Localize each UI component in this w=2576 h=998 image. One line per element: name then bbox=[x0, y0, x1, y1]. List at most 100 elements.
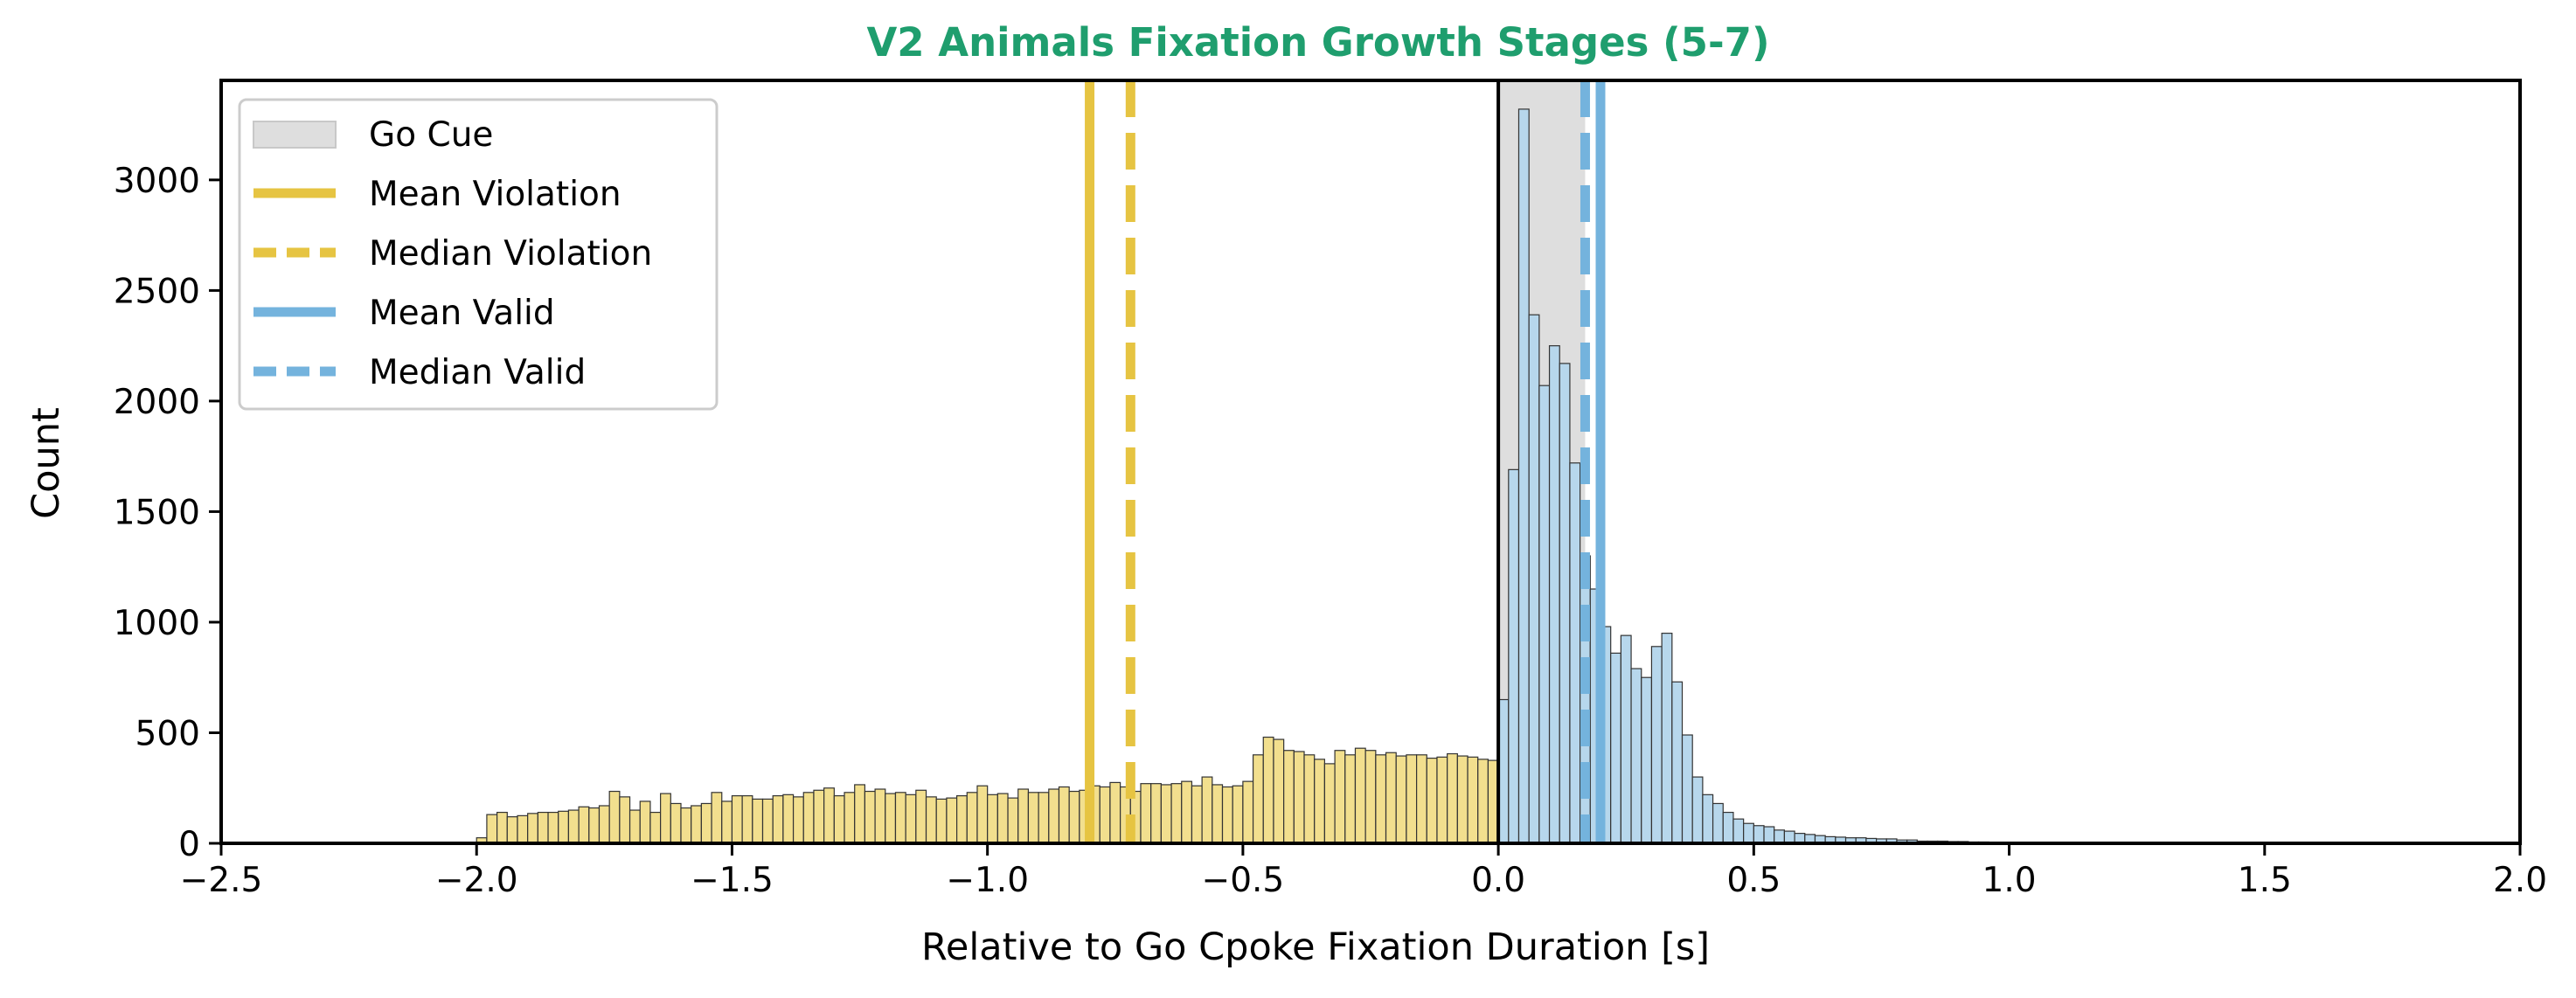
y-tick-label: 500 bbox=[135, 714, 200, 753]
legend-label: Median Violation bbox=[369, 234, 652, 274]
histogram-bar-violation bbox=[578, 806, 590, 844]
histogram-bar-violation bbox=[782, 794, 795, 844]
histogram-bar-violation bbox=[987, 794, 998, 844]
histogram-bar-violation bbox=[1334, 750, 1346, 844]
histogram-bar-violation bbox=[955, 794, 968, 844]
legend-label: Median Valid bbox=[369, 353, 586, 392]
histogram-bar-violation bbox=[792, 796, 804, 844]
histogram-bar-violation bbox=[711, 792, 723, 844]
histogram-bar-violation bbox=[567, 809, 580, 844]
histogram-bar-violation bbox=[1058, 786, 1070, 844]
histogram-bar-violation bbox=[1406, 754, 1418, 844]
x-tick-label: −1.0 bbox=[946, 861, 1029, 900]
histogram-bar-valid bbox=[1508, 468, 1520, 844]
histogram-bar-violation bbox=[1191, 785, 1203, 844]
histogram-bar-violation bbox=[1048, 788, 1060, 844]
histogram-bar-valid bbox=[1743, 822, 1754, 844]
y-axis-label: Count bbox=[24, 407, 68, 519]
histogram-bar-violation bbox=[1221, 786, 1233, 844]
histogram-bar-valid bbox=[1610, 652, 1621, 844]
histogram-bar-valid bbox=[1681, 734, 1693, 844]
histogram-bar-violation bbox=[894, 792, 906, 844]
histogram-bar-violation bbox=[1303, 754, 1316, 844]
histogram-bar-violation bbox=[1160, 784, 1172, 844]
legend-label: Go Cue bbox=[369, 115, 493, 155]
y-tick-label: 3000 bbox=[114, 162, 200, 201]
histogram-bar-violation bbox=[854, 784, 866, 844]
histogram-bar-violation bbox=[628, 809, 641, 844]
histogram-bar-violation bbox=[1242, 780, 1254, 844]
histogram-bar-violation bbox=[517, 814, 529, 844]
x-tick-label: 0.0 bbox=[1471, 861, 1525, 900]
histogram-bar-violation bbox=[1283, 750, 1295, 844]
histogram-bar-valid bbox=[1691, 776, 1704, 844]
histogram-bar-violation bbox=[1007, 797, 1019, 844]
x-tick-label: −2.0 bbox=[435, 861, 518, 900]
histogram-bar-violation bbox=[966, 792, 978, 844]
histogram-bar-violation bbox=[885, 793, 897, 844]
histogram-bar-violation bbox=[547, 811, 559, 844]
histogram-bar-violation bbox=[761, 798, 774, 844]
histogram-bar-violation bbox=[1456, 755, 1469, 844]
histogram-bar-valid bbox=[1548, 345, 1560, 844]
histogram-bar-violation bbox=[1426, 757, 1438, 844]
histogram-bar-valid bbox=[1702, 794, 1714, 844]
histogram-bar-violation bbox=[752, 798, 764, 844]
x-axis-label: Relative to Go Cpoke Fixation Duration [… bbox=[921, 925, 1710, 969]
histogram-bar-violation bbox=[496, 811, 508, 844]
histogram-bar-violation bbox=[1415, 754, 1427, 844]
histogram-bar-violation bbox=[1375, 754, 1387, 844]
legend-box bbox=[238, 98, 719, 411]
x-tick-label: 1.0 bbox=[1982, 861, 2037, 900]
histogram-bar-violation bbox=[772, 794, 784, 844]
histogram-bar-valid bbox=[1528, 314, 1540, 844]
histogram-bar-violation bbox=[844, 792, 856, 844]
y-tick-label: 0 bbox=[178, 825, 200, 864]
histogram-bar-valid bbox=[1620, 634, 1632, 844]
histogram-bar-violation bbox=[833, 794, 845, 844]
histogram-bar-violation bbox=[1038, 792, 1050, 844]
legend-label: Mean Violation bbox=[369, 175, 621, 214]
histogram-bar-violation bbox=[1323, 763, 1336, 844]
legend-swatch-go-cue bbox=[253, 121, 337, 149]
histogram-bar-violation bbox=[1068, 790, 1080, 844]
y-tick-label: 1500 bbox=[114, 493, 200, 532]
histogram-bar-valid bbox=[1774, 829, 1785, 844]
histogram-bar-violation bbox=[1467, 756, 1479, 844]
histogram-bar-valid bbox=[1559, 363, 1571, 844]
x-tick-label: −0.5 bbox=[1202, 861, 1285, 900]
legend-label: Mean Valid bbox=[369, 294, 555, 333]
x-tick-label: −1.5 bbox=[691, 861, 774, 900]
histogram-bar-violation bbox=[1344, 754, 1357, 844]
histogram-bar-violation bbox=[741, 794, 753, 844]
histogram-bar-violation bbox=[1262, 736, 1274, 844]
histogram-bar-violation bbox=[925, 796, 937, 844]
histogram-bar-violation bbox=[721, 800, 733, 844]
histogram-bar-violation bbox=[527, 813, 538, 844]
histogram-bar-valid bbox=[1712, 802, 1724, 844]
histogram-bar-violation bbox=[1395, 755, 1407, 844]
histogram-bar-valid bbox=[1569, 462, 1581, 844]
histogram-bar-violation bbox=[660, 793, 671, 844]
chart-title: V2 Animals Fixation Growth Stages (5-7) bbox=[866, 19, 1769, 66]
histogram-bar-violation bbox=[915, 789, 927, 844]
histogram-bar-violation bbox=[864, 790, 876, 844]
histogram-bar-violation bbox=[639, 800, 651, 844]
histogram-bar-violation bbox=[905, 794, 917, 844]
histogram-bar-valid bbox=[1641, 676, 1653, 844]
histogram-bar-violation bbox=[1364, 750, 1377, 844]
histogram-bar-violation bbox=[598, 805, 610, 844]
histogram-bar-violation bbox=[1099, 786, 1111, 844]
histogram-bar-valid bbox=[1722, 811, 1734, 844]
histogram-bar-violation bbox=[874, 788, 886, 844]
histogram-bar-violation bbox=[996, 793, 1009, 844]
histogram-bar-violation bbox=[1252, 754, 1264, 844]
histogram-bar-violation bbox=[486, 814, 498, 844]
histogram-bar-violation bbox=[649, 811, 662, 844]
histogram-bar-violation bbox=[1212, 784, 1224, 844]
histogram-bar-violation bbox=[1150, 783, 1162, 844]
histogram-bar-violation bbox=[558, 810, 570, 844]
histogram-bar-valid bbox=[1753, 825, 1765, 844]
y-tick-label: 1000 bbox=[114, 604, 200, 643]
